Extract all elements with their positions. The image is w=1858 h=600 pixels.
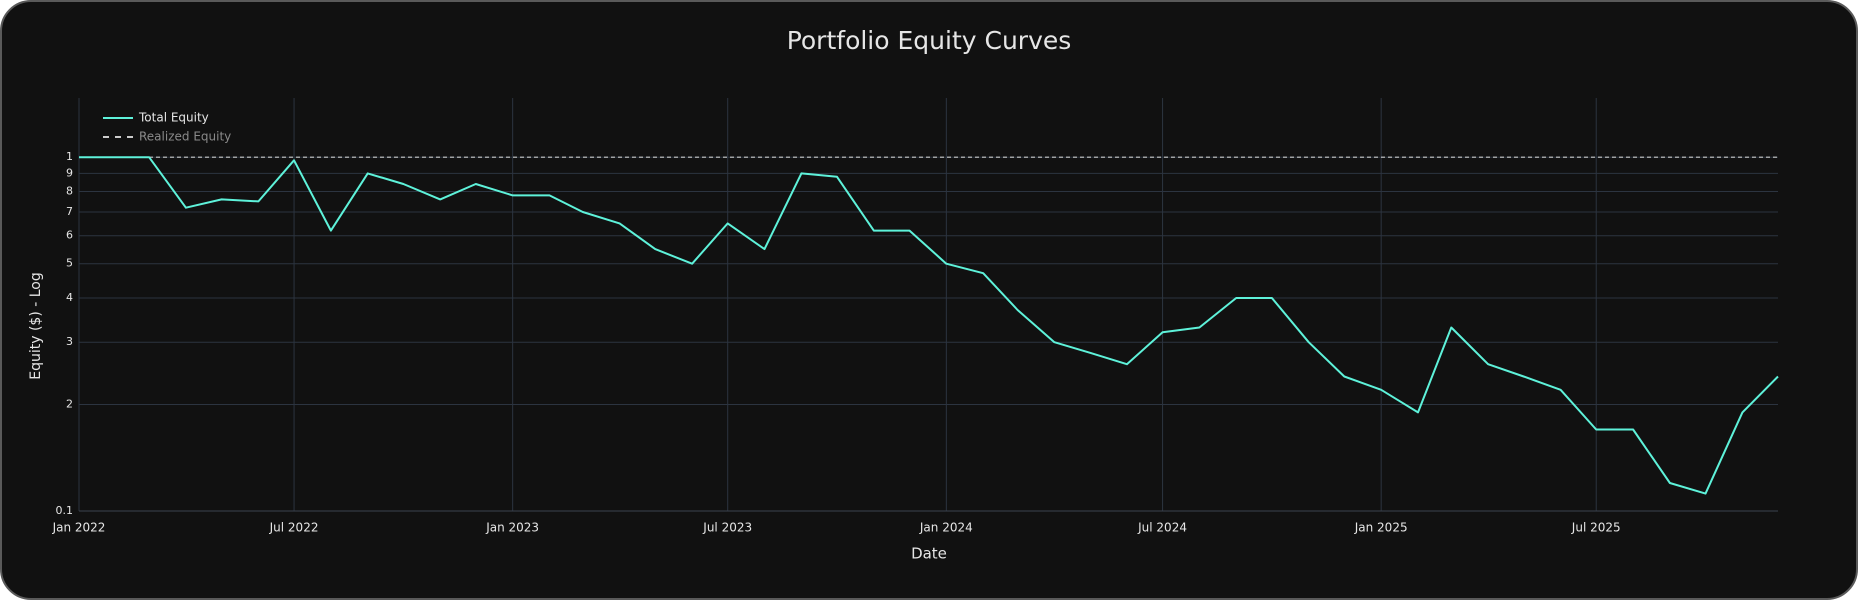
y-tick-label: 2: [66, 397, 73, 410]
x-tick-label: Jan 2025: [1354, 521, 1408, 535]
x-tick-label: Jul 2022: [269, 521, 319, 535]
y-tick-label: 7: [66, 205, 73, 218]
x-tick-label: Jul 2024: [1137, 521, 1187, 535]
y-tick-label: 3: [66, 335, 73, 348]
y-tick-label: 6: [66, 229, 73, 242]
legend-label: Realized Equity: [139, 130, 231, 144]
chart-title: Portfolio Equity Curves: [787, 26, 1072, 55]
y-axis-title: Equity ($) - Log: [28, 272, 44, 380]
y-tick-label: 0.1: [56, 504, 74, 517]
y-tick-label: 4: [66, 291, 73, 304]
y-tick-label: 9: [66, 166, 73, 179]
y-tick-label: 8: [66, 184, 73, 197]
y-tick-label: 1: [66, 150, 73, 163]
series-line: [79, 156, 1779, 495]
x-axis-title: Date: [911, 545, 947, 563]
x-tick-label: Jan 2022: [52, 521, 106, 535]
x-tick-label: Jan 2024: [919, 521, 973, 535]
x-tick-label: Jul 2025: [1571, 521, 1621, 535]
y-tick-label: 5: [66, 257, 73, 270]
x-tick-label: Jan 2023: [485, 521, 539, 535]
x-tick-label: Jul 2023: [702, 521, 752, 535]
legend-label: Total Equity: [138, 111, 209, 125]
